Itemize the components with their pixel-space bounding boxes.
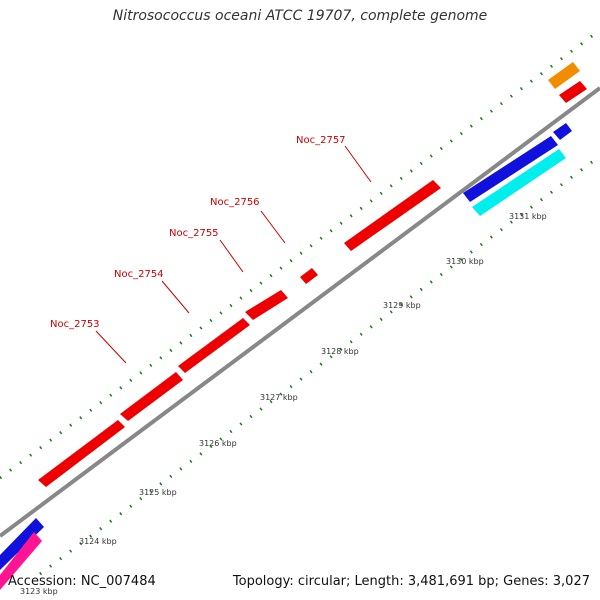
leader-noc-2755 bbox=[219, 239, 244, 273]
map-title: Nitrosococcus oceani ATCC 19707, complet… bbox=[112, 8, 488, 24]
scale-label-3126: 3126 kbp bbox=[199, 439, 237, 448]
gene-blue-right-arrow[interactable] bbox=[463, 136, 558, 202]
gene-labels: Noc_2753 Noc_2754 Noc_2755 Noc_2756 Noc_… bbox=[50, 135, 346, 330]
scale-labels: 3123 kbp 3124 kbp 3125 kbp 3126 kbp 3127… bbox=[20, 212, 547, 596]
gene-blue-small-arrow[interactable] bbox=[553, 123, 572, 140]
gene-noc-2755-arrow[interactable] bbox=[178, 318, 250, 373]
gene-red-top-right[interactable] bbox=[559, 81, 587, 103]
gene-noc-2756-arrow[interactable] bbox=[245, 290, 288, 320]
scale-label-3128: 3128 kbp bbox=[321, 347, 359, 356]
label-noc-2754: Noc_2754 bbox=[114, 269, 164, 280]
scale-label-3127: 3127 kbp bbox=[260, 393, 298, 402]
scale-label-3130: 3130 kbp bbox=[446, 257, 484, 266]
label-noc-2753: Noc_2753 bbox=[50, 319, 100, 330]
genome-summary-text: Topology: circular; Length: 3,481,691 bp… bbox=[232, 574, 590, 589]
scale-label-3131: 3131 kbp bbox=[509, 212, 547, 221]
gene-small-red-arrow[interactable] bbox=[300, 268, 318, 284]
scale-label-3123: 3123 kbp bbox=[20, 587, 58, 596]
gene-blue-bottom-left[interactable] bbox=[0, 518, 44, 570]
scale-label-3125: 3125 kbp bbox=[139, 488, 177, 497]
leader-noc-2754 bbox=[161, 280, 190, 314]
gene-noc-2753-arrow[interactable] bbox=[38, 420, 125, 487]
label-noc-2755: Noc_2755 bbox=[169, 228, 219, 239]
accession-text: Accession: NC_007484 bbox=[8, 574, 156, 589]
leader-noc-2757 bbox=[344, 145, 372, 183]
leader-noc-2753 bbox=[95, 330, 127, 364]
gene-noc-2757-arrow[interactable] bbox=[344, 180, 441, 251]
scale-label-3129: 3129 kbp bbox=[383, 301, 421, 310]
scale-label-3124: 3124 kbp bbox=[79, 537, 117, 546]
label-noc-2757: Noc_2757 bbox=[296, 135, 346, 146]
gene-noc-2754-arrow[interactable] bbox=[120, 372, 183, 421]
label-noc-2756: Noc_2756 bbox=[210, 197, 260, 208]
leader-noc-2756 bbox=[260, 210, 286, 244]
forward-strand-genes bbox=[38, 81, 587, 487]
gene-cyan-right-arrow[interactable] bbox=[472, 149, 566, 216]
gene-magenta-bottom-left[interactable] bbox=[0, 532, 42, 590]
other-genes bbox=[0, 62, 580, 590]
genome-backbone bbox=[0, 86, 600, 538]
gene-orange-top-right[interactable] bbox=[548, 62, 580, 89]
tick-tracks bbox=[0, 28, 600, 576]
outer-tick-track bbox=[0, 28, 600, 480]
gene-label-leaders bbox=[95, 145, 372, 364]
